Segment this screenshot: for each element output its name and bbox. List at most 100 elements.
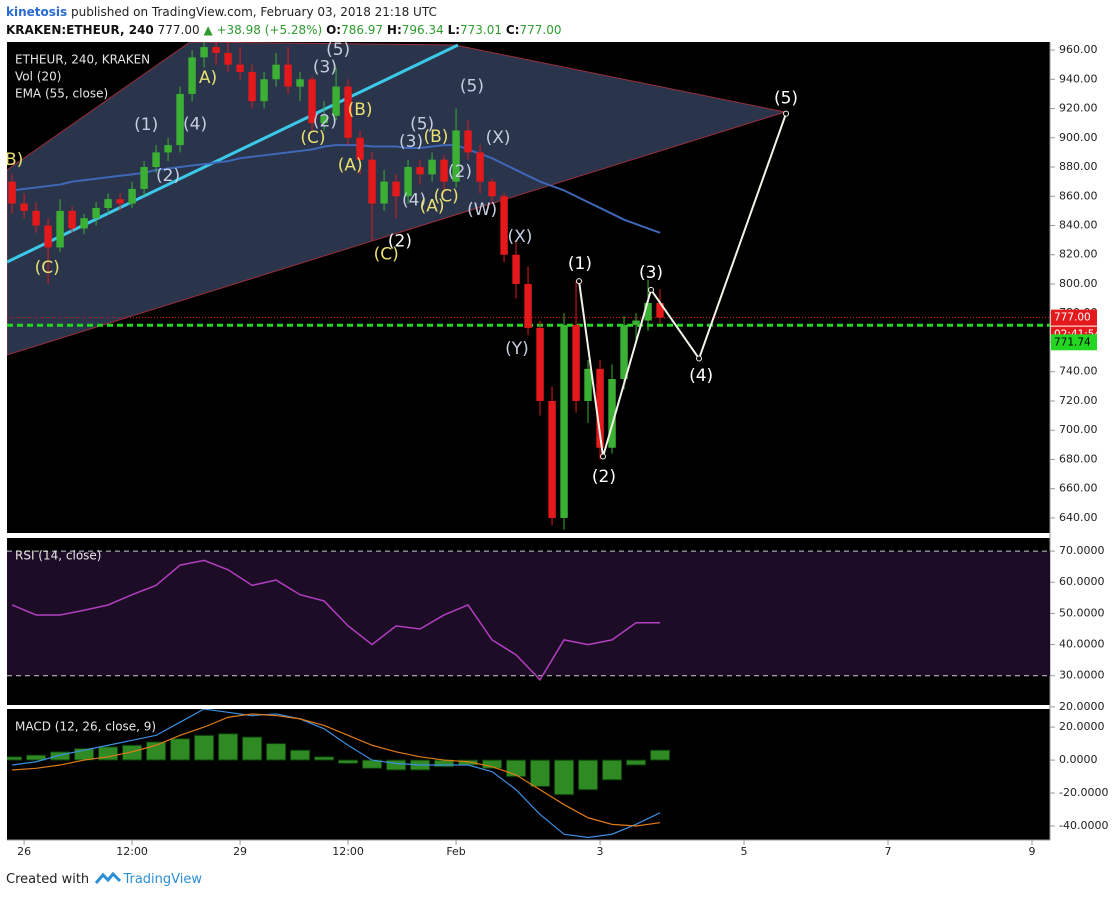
candle-body <box>344 86 352 138</box>
wave-label: (2) <box>313 112 337 132</box>
histogram-bar <box>97 746 119 761</box>
rsi-line <box>11 559 661 681</box>
histogram-bar <box>289 749 311 761</box>
candle-body <box>536 327 544 401</box>
y-tick-label: 640.00 <box>1059 511 1098 524</box>
wave-label: A) <box>199 68 217 88</box>
candle-body <box>416 167 424 175</box>
candle-body <box>500 196 508 255</box>
candle-body <box>476 152 484 182</box>
x-tick-label: Feb <box>446 845 465 858</box>
candle-body <box>332 86 340 116</box>
wave-label: (B) <box>423 127 448 147</box>
wave-label: (A) <box>338 156 363 176</box>
wave-label: (X) <box>486 128 511 148</box>
histogram-bar <box>25 754 47 761</box>
close-label: C: <box>505 23 520 37</box>
candle-body <box>128 188 136 204</box>
wave-label: (4) <box>689 366 713 386</box>
wave-label: (4) <box>402 191 426 211</box>
wave-label: (1) <box>134 115 158 135</box>
histogram-bar <box>7 756 23 761</box>
wave-label: (Y) <box>505 339 529 359</box>
wave-label: (C) <box>434 186 459 206</box>
histogram-bar <box>241 736 263 761</box>
candle-body <box>296 79 304 87</box>
projection-point <box>600 453 607 460</box>
ema-line <box>11 144 661 234</box>
candle-body <box>260 79 268 102</box>
wave-label: (5) <box>410 115 434 135</box>
histogram-bar <box>601 759 623 781</box>
candle-body <box>140 167 148 189</box>
candle-body <box>320 115 328 124</box>
wave-label: (W) <box>467 200 497 220</box>
wave-label: B) <box>5 150 23 170</box>
candle-body <box>200 47 208 58</box>
candle-body <box>584 368 592 401</box>
y-tick-label: 70.0000 <box>1059 544 1105 557</box>
low-label: L: <box>447 23 461 37</box>
candle-body <box>32 210 40 226</box>
histogram-bar <box>169 738 191 761</box>
y-tick-label: 50.0000 <box>1059 606 1105 619</box>
candle-body <box>392 181 400 197</box>
y-tick-label: 880.00 <box>1059 160 1098 173</box>
candle-body <box>644 302 652 321</box>
candle-body <box>56 210 64 248</box>
change: ▲ +38.98 (+5.28%) <box>203 23 323 37</box>
chart: (1)(2)(3)(4)(5)(1)(2)(4)(3)(5)(2)(2)(3)(… <box>5 40 1108 858</box>
y-tick-label: -40.0000 <box>1059 819 1108 832</box>
legend-text: RSI (14, close) <box>15 549 101 563</box>
candle-body <box>608 379 616 448</box>
candle-body <box>308 79 316 124</box>
candle-body <box>80 218 88 229</box>
candle-body <box>212 47 220 53</box>
wave-label: (3) <box>399 132 423 152</box>
candle-body <box>560 324 568 518</box>
wave-label: (3) <box>313 58 337 78</box>
wave-label: (2) <box>448 162 472 182</box>
candle-body <box>356 137 364 160</box>
wave-label: (C) <box>35 258 60 278</box>
y-tick-label: 700.00 <box>1059 423 1098 436</box>
candle-body <box>452 130 460 182</box>
candle-body <box>248 71 256 102</box>
wave-label: (A) <box>420 196 445 216</box>
candle-body <box>284 64 292 87</box>
y-tick-label: 900.00 <box>1059 131 1098 144</box>
candle-body <box>380 181 388 204</box>
symbol: KRAKEN:ETHEUR, 240 <box>6 23 154 37</box>
y-tick-label: 740.00 <box>1059 365 1098 378</box>
y-tick-label: 720.00 <box>1059 394 1098 407</box>
candle-body <box>632 320 640 325</box>
candle-body <box>440 159 448 182</box>
pane-content <box>7 709 671 839</box>
candle-body <box>464 130 472 153</box>
histogram-bar <box>49 751 71 761</box>
legend-text: MACD (12, 26, close, 9) <box>15 720 156 734</box>
wave-label: (5) <box>326 40 350 60</box>
user[interactable]: kinetosis <box>6 5 68 19</box>
open: 786.97 <box>341 23 384 37</box>
wave-label: (3) <box>639 263 663 283</box>
pane-content <box>7 550 1050 681</box>
y-tick-label: -20.0000 <box>1059 786 1108 799</box>
wave-label: (C) <box>300 128 325 148</box>
close: 777.00 <box>519 23 562 37</box>
wave-label: (B) <box>348 100 373 120</box>
candle-body <box>404 167 412 197</box>
candle-body <box>236 64 244 72</box>
histogram-bar <box>649 749 671 761</box>
candle-body <box>164 145 172 153</box>
histogram-bar <box>265 743 287 761</box>
histogram-bar <box>625 759 647 766</box>
y-tick-label: 40.0000 <box>1059 638 1105 651</box>
candle-body <box>92 207 100 219</box>
brand[interactable]: TradingView <box>123 872 202 887</box>
histogram-bar <box>385 759 407 771</box>
candle-body <box>20 203 28 211</box>
created-with: Created with <box>6 872 90 887</box>
candle-body <box>224 52 232 65</box>
